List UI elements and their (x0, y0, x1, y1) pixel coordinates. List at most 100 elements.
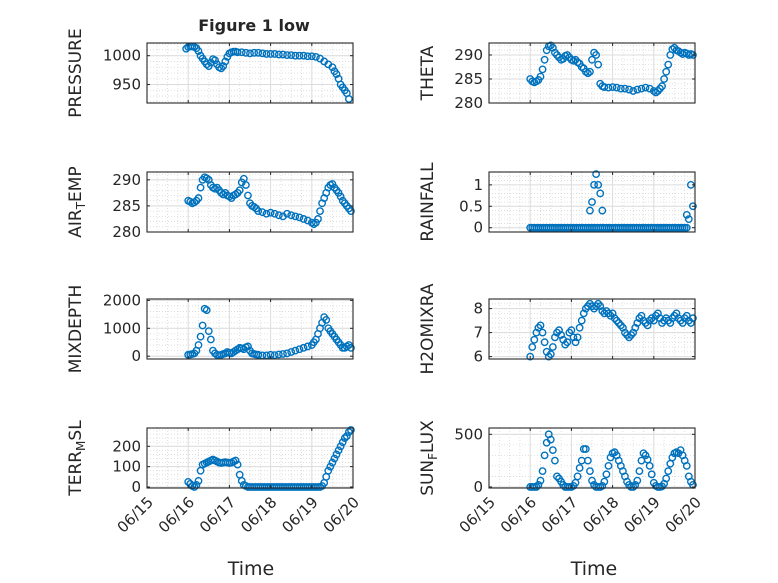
x-tick-label: 06/19 (620, 493, 663, 536)
data-point (689, 51, 697, 59)
data-point (217, 188, 226, 197)
data-point (555, 326, 563, 335)
data-point (643, 321, 652, 330)
subplot-2: 280 285 290 THETA (418, 41, 697, 112)
axes-box (488, 171, 696, 233)
y-tick-label: 8 (473, 300, 483, 318)
data-series (184, 173, 355, 229)
y-label-text: EMP (66, 166, 86, 202)
y-tick-label: 285 (112, 197, 141, 215)
x-tick-label: 06/16 (497, 493, 540, 536)
y-tick-label: 0 (131, 347, 141, 365)
x-tick-label: 06/15 (456, 493, 499, 536)
data-point (314, 215, 322, 223)
data-point (608, 309, 617, 318)
data-point (347, 207, 355, 216)
y-tick-label: 0 (473, 219, 483, 237)
data-point (270, 50, 279, 58)
data-point (596, 302, 605, 311)
data-point (307, 52, 316, 61)
data-point (254, 350, 263, 359)
y-label-text: SUN (418, 460, 438, 496)
axes-box (146, 298, 354, 360)
data-point (684, 215, 693, 224)
data-point (602, 470, 611, 479)
data-point (662, 474, 671, 483)
data-point (347, 426, 355, 434)
y-tick-label: 500 (454, 425, 483, 443)
data-series (526, 41, 697, 97)
y-tick-label: 0 (473, 478, 483, 496)
data-point (594, 180, 603, 189)
data-point (538, 328, 547, 337)
data-point (600, 477, 609, 486)
data-point (328, 458, 337, 467)
y-label-text: PRESSURE (66, 28, 86, 117)
data-point (221, 57, 230, 66)
data-point (204, 327, 213, 335)
y-tick-label: 280 (112, 223, 141, 241)
data-point (666, 319, 675, 327)
data-point (579, 309, 588, 318)
y-tick-label: 100 (112, 458, 141, 476)
data-point (233, 460, 242, 469)
y-axis-label: THETA (418, 45, 438, 101)
data-point (588, 198, 596, 206)
data-point (303, 52, 312, 61)
subplot-1: 950 1000 PRESSURE (66, 28, 354, 118)
x-axis-label-right: Time (570, 558, 618, 580)
data-point (660, 75, 668, 83)
data-point (334, 446, 343, 455)
y-label-text: AIR (66, 209, 86, 238)
data-point (530, 335, 539, 344)
data-point (244, 191, 252, 200)
data-point (604, 461, 613, 470)
data-point (231, 456, 240, 465)
x-tick-label: 06/20 (320, 493, 363, 536)
data-series (184, 304, 355, 360)
data-point (540, 451, 549, 460)
data-point (190, 198, 199, 207)
data-point (641, 83, 650, 92)
data-point (295, 213, 304, 222)
x-tick-label: 06/17 (196, 493, 239, 536)
data-point (664, 467, 673, 476)
y-axis-label: MIXDEPTH (66, 285, 86, 374)
axes-box (146, 427, 354, 489)
data-point (598, 206, 607, 215)
data-point (194, 341, 203, 349)
data-point (633, 85, 642, 94)
x-tick-label: 06/20 (662, 493, 705, 536)
data-point (309, 220, 318, 229)
data-point (194, 47, 203, 55)
data-point (668, 453, 677, 462)
data-point (336, 192, 345, 201)
data-point (287, 348, 296, 356)
data-point (629, 328, 638, 337)
data-point (291, 212, 300, 221)
data-point (548, 446, 557, 455)
data-point (633, 476, 642, 485)
data-point (536, 321, 545, 330)
data-point (596, 189, 605, 198)
data-point (586, 467, 594, 476)
data-point (283, 51, 291, 60)
data-point (324, 466, 333, 475)
data-point (635, 467, 644, 476)
data-point (219, 62, 228, 70)
data-point (266, 50, 275, 58)
data-point (342, 432, 351, 441)
data-point (625, 85, 633, 94)
data-point (551, 456, 559, 465)
y-label-text: H2OMIXRA (418, 283, 438, 374)
data-point (592, 170, 601, 179)
axes-box (146, 42, 354, 104)
x-tick-label: 06/19 (278, 493, 321, 536)
data-point (344, 95, 353, 103)
data-point (336, 442, 345, 451)
data-point (586, 206, 594, 215)
data-point (631, 323, 640, 332)
data-point (575, 323, 584, 332)
